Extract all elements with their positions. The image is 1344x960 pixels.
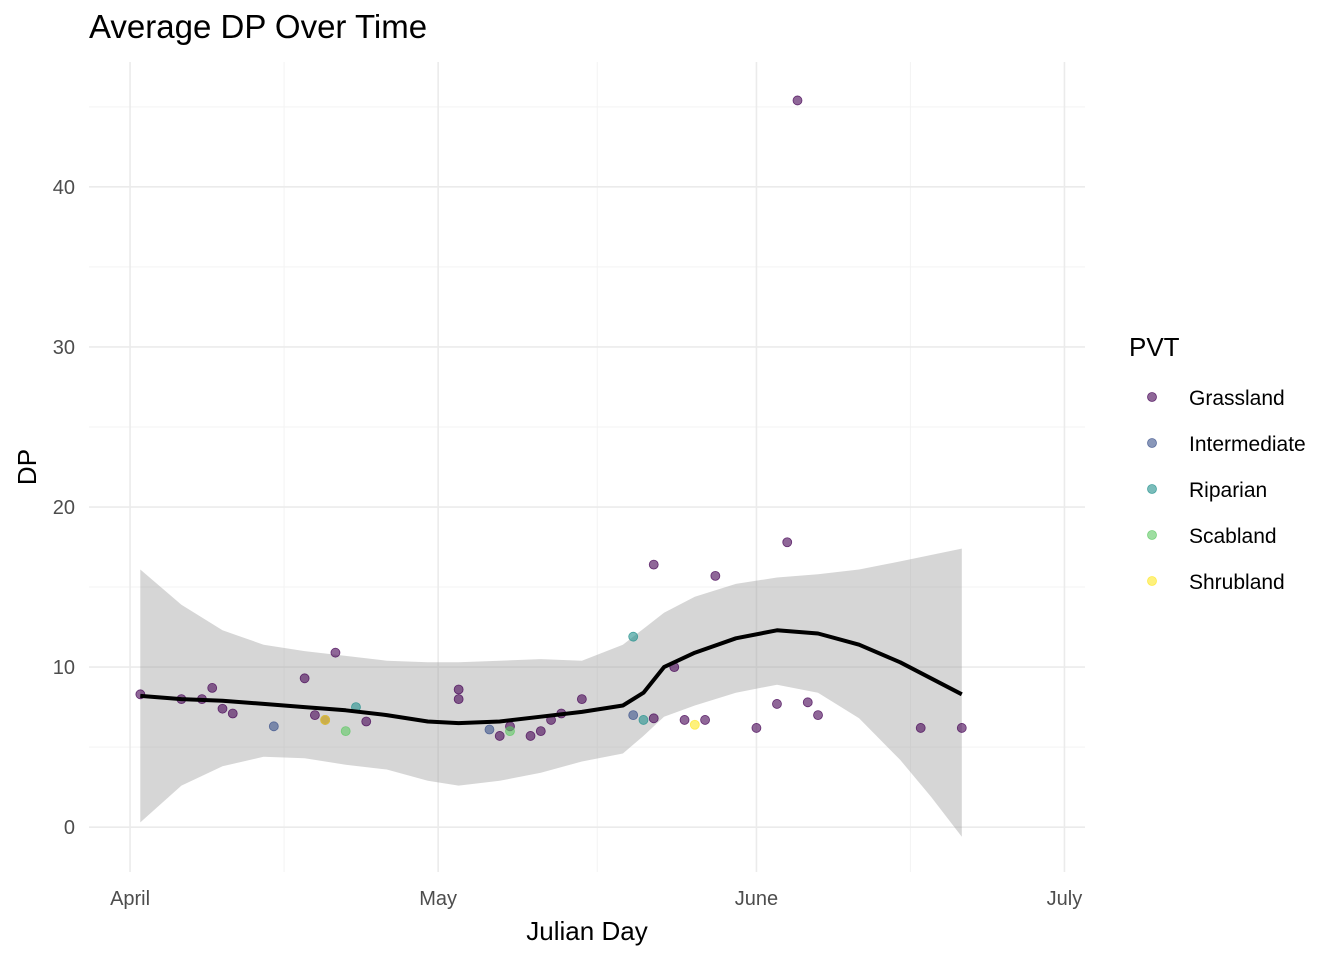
- legend-label-grassland: Grassland: [1189, 387, 1285, 410]
- confidence-band: [140, 548, 962, 837]
- data-point-grassland: [576, 694, 587, 705]
- y-tick-label: 40: [53, 177, 75, 199]
- data-point-grassland: [453, 694, 464, 705]
- y-tick-label: 10: [53, 657, 75, 679]
- x-axis-ticks: April May June July: [110, 888, 1082, 910]
- x-tick-label: June: [735, 888, 778, 910]
- legend-label-riparian: Riparian: [1189, 479, 1267, 502]
- x-axis-label: Julian Day: [526, 916, 647, 946]
- data-point-grassland: [648, 713, 659, 724]
- legend-key-intermediate: [1147, 438, 1157, 448]
- chart-title: Average DP Over Time: [89, 8, 428, 45]
- data-point-grassland: [227, 708, 238, 719]
- y-axis-ticks: 0 10 20 30 40: [53, 177, 75, 839]
- data-points: [135, 95, 967, 741]
- data-point-grassland: [453, 684, 464, 695]
- data-point-shrubland: [320, 715, 331, 725]
- data-point-scabland: [340, 726, 351, 737]
- data-point-grassland: [525, 731, 536, 741]
- data-point-grassland: [700, 715, 710, 725]
- data-point-riparian: [628, 631, 639, 642]
- data-point-grassland: [309, 710, 320, 721]
- legend-key-grassland: [1147, 392, 1157, 402]
- major-gridlines: [89, 62, 1085, 872]
- data-point-intermediate: [628, 710, 639, 721]
- y-tick-label: 30: [53, 337, 75, 359]
- data-point-grassland: [813, 710, 823, 721]
- legend-title: PVT: [1129, 332, 1180, 362]
- data-point-grassland: [956, 723, 967, 733]
- legend-key-scabland: [1147, 530, 1157, 540]
- data-point-grassland: [330, 647, 341, 658]
- data-point-scabland: [505, 726, 515, 737]
- x-tick-label: April: [110, 888, 150, 910]
- data-point-grassland: [710, 570, 721, 581]
- x-tick-label: May: [419, 888, 457, 910]
- legend-label-scabland: Scabland: [1189, 525, 1277, 548]
- legend-items: Grassland Intermediate Riparian Scabland Shr…: [1147, 387, 1306, 594]
- data-point-shrubland: [689, 719, 700, 730]
- data-point-grassland: [679, 715, 690, 725]
- legend-label-intermediate: Intermediate: [1189, 433, 1306, 456]
- data-point-grassland: [299, 673, 310, 684]
- data-point-grassland: [802, 697, 813, 708]
- data-point-grassland: [217, 703, 228, 714]
- data-point-intermediate: [484, 724, 495, 735]
- data-point-grassland: [772, 699, 782, 709]
- data-point-grassland: [535, 726, 546, 737]
- data-point-grassland: [648, 559, 659, 570]
- legend: PVT Grassland Intermediate Riparian Scablan…: [1129, 332, 1306, 594]
- y-tick-label: 20: [53, 497, 75, 519]
- data-point-grassland: [751, 723, 762, 733]
- legend-key-riparian: [1147, 484, 1157, 494]
- data-point-grassland: [792, 95, 803, 106]
- data-point-grassland: [782, 537, 793, 548]
- legend-key-shrubland: [1147, 576, 1157, 586]
- y-axis-label: DP: [12, 449, 42, 485]
- data-point-grassland: [207, 683, 218, 693]
- data-point-grassland: [915, 723, 926, 733]
- data-point-riparian: [638, 715, 649, 725]
- smooth-trend-line: [140, 628, 963, 726]
- data-point-grassland: [494, 731, 505, 741]
- data-point-grassland: [361, 716, 372, 727]
- data-point-intermediate: [268, 721, 279, 732]
- legend-label-shrubland: Shrubland: [1189, 571, 1285, 594]
- x-tick-label: July: [1047, 888, 1083, 910]
- minor-gridlines: [89, 62, 1085, 872]
- y-tick-label: 0: [64, 817, 75, 839]
